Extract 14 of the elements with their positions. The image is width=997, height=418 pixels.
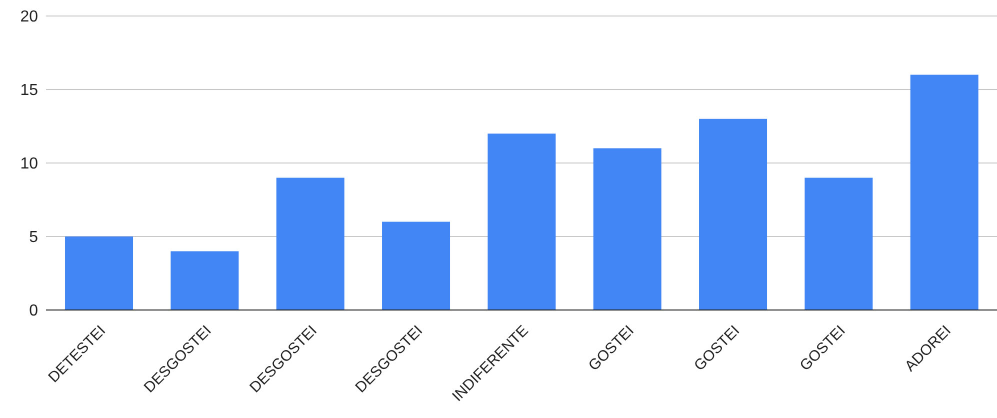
bar: [804, 178, 873, 310]
bar: [382, 222, 450, 310]
bar: [170, 251, 239, 310]
bar: [488, 134, 556, 310]
y-tick-label: 5: [29, 229, 38, 246]
y-tick-label: 10: [20, 156, 38, 173]
bar: [699, 118, 768, 310]
bar: [65, 236, 134, 310]
y-tick-label: 15: [20, 82, 38, 100]
bar: [910, 74, 978, 310]
bar: [276, 178, 344, 310]
y-tick-label: 20: [20, 8, 38, 26]
bar: [593, 148, 662, 310]
y-tick-label: 0: [29, 302, 38, 320]
